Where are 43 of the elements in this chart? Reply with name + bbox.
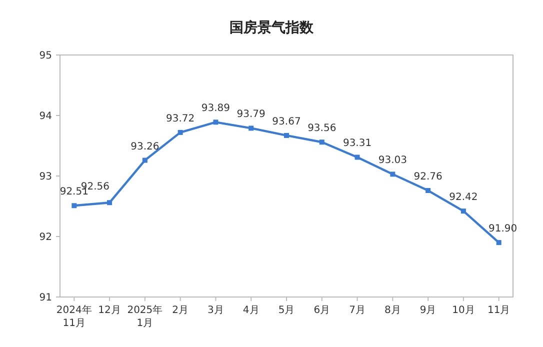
x-tick-label: 12月 — [98, 305, 121, 316]
point — [426, 188, 431, 194]
point — [178, 130, 183, 135]
chart-title: 国房景气指数 — [230, 19, 314, 36]
data-label: 93.03 — [378, 155, 407, 166]
data-label: 91.90 — [488, 224, 518, 235]
data-label: 93.72 — [166, 113, 195, 124]
data-label: 93.89 — [201, 103, 230, 114]
x-tick-label: 2024年 11月 — [56, 304, 92, 329]
y-tick-label: 92 — [39, 232, 52, 243]
point — [284, 132, 289, 138]
data-label: 93.56 — [308, 123, 336, 134]
x-tick-label: 8月 — [384, 305, 401, 316]
y-tick-label: 94 — [39, 111, 52, 122]
y-tick-label: 95 — [39, 50, 52, 62]
point — [72, 203, 77, 208]
point — [213, 120, 218, 125]
data-label: 93.31 — [342, 138, 372, 150]
x-tick-label: 2月 — [172, 305, 189, 316]
data-label: 92.42 — [449, 192, 478, 204]
data-label: 93.26 — [130, 141, 160, 152]
point — [390, 172, 396, 177]
point — [248, 126, 254, 131]
x-tick-label: 2025年 1月 — [127, 304, 163, 329]
x-tick-label: 7月 — [349, 305, 366, 316]
data-label: 93.67 — [272, 116, 301, 128]
x-tick-label: 3月 — [208, 305, 224, 316]
point — [496, 240, 502, 246]
point — [107, 200, 112, 206]
data-label: 93.79 — [236, 109, 266, 120]
x-tick-label: 5月 — [278, 305, 295, 316]
x-tick-label: 4月 — [242, 305, 260, 316]
x-tick-label: 9月 — [420, 305, 436, 316]
y-tick-label: 93 — [39, 172, 52, 182]
point — [354, 154, 360, 160]
y-tick-label: 91 — [39, 292, 52, 304]
point — [460, 208, 466, 214]
data-label: 92.76 — [414, 172, 442, 183]
x-tick-label: 11月 — [487, 305, 510, 316]
point — [142, 158, 148, 163]
x-tick-label: 10月 — [452, 305, 475, 316]
x-tick-label: 6月 — [314, 305, 330, 316]
point — [319, 140, 324, 145]
